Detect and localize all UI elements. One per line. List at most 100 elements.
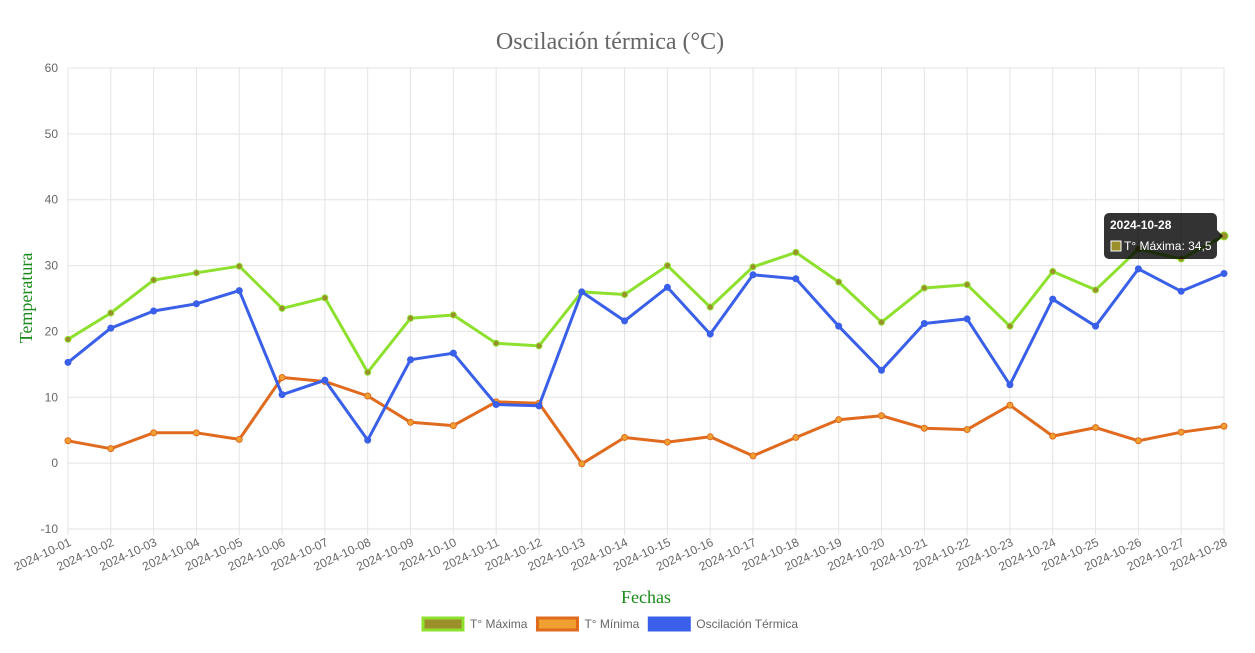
legend[interactable]: T° Máxima T° Mínima Oscilación Térmica	[421, 616, 798, 632]
data-point[interactable]	[1092, 424, 1100, 432]
data-point[interactable]	[107, 445, 115, 453]
data-point[interactable]	[150, 429, 158, 437]
data-point[interactable]	[706, 433, 714, 441]
data-point[interactable]	[1092, 286, 1100, 294]
data-point[interactable]	[578, 288, 586, 296]
data-point[interactable]	[150, 276, 158, 284]
legend-swatch	[421, 616, 465, 632]
data-point[interactable]	[449, 311, 457, 319]
series-line-3	[67, 267, 1225, 442]
data-point[interactable]	[877, 366, 885, 374]
data-point[interactable]	[1177, 428, 1185, 436]
legend-swatch	[647, 616, 691, 632]
data-point[interactable]	[1134, 437, 1142, 445]
data-point[interactable]	[578, 460, 586, 468]
data-point[interactable]	[150, 307, 158, 315]
data-point[interactable]	[835, 278, 843, 286]
data-point[interactable]	[407, 418, 415, 426]
data-point[interactable]	[1049, 432, 1057, 440]
data-point[interactable]	[321, 294, 329, 302]
y-tick-label: 40	[45, 193, 59, 207]
data-point[interactable]	[64, 437, 72, 445]
data-point[interactable]	[877, 318, 885, 326]
data-point[interactable]	[407, 356, 415, 364]
data-point[interactable]	[1177, 287, 1185, 295]
data-point[interactable]	[192, 269, 200, 277]
data-point[interactable]	[621, 433, 629, 441]
data-point[interactable]	[1006, 401, 1014, 409]
y-tick-label: 50	[45, 127, 59, 141]
data-point[interactable]	[364, 436, 372, 444]
data-point[interactable]	[407, 314, 415, 322]
legend-item[interactable]: T° Mínima	[535, 616, 640, 632]
data-point[interactable]	[749, 263, 757, 271]
data-point[interactable]	[792, 275, 800, 283]
series-group	[64, 231, 1229, 468]
data-point[interactable]	[449, 422, 457, 430]
data-point[interactable]	[364, 392, 372, 400]
data-point[interactable]	[192, 429, 200, 437]
chart-title: Oscilación térmica (°C)	[496, 29, 724, 55]
data-point[interactable]	[749, 452, 757, 460]
data-point[interactable]	[235, 287, 243, 295]
data-point[interactable]	[1049, 295, 1057, 303]
data-point[interactable]	[749, 271, 757, 279]
data-point[interactable]	[449, 349, 457, 357]
data-point[interactable]	[1220, 422, 1228, 430]
legend-item[interactable]: T° Máxima	[421, 616, 528, 632]
data-point[interactable]	[621, 317, 629, 325]
data-point[interactable]	[192, 300, 200, 308]
data-point[interactable]	[364, 368, 372, 376]
data-point[interactable]	[1006, 322, 1014, 330]
x-axis-ticks: 2024-10-012024-10-022024-10-032024-10-04…	[12, 535, 1230, 574]
data-point[interactable]	[1092, 322, 1100, 330]
data-point[interactable]	[706, 330, 714, 338]
data-point[interactable]	[278, 391, 286, 399]
data-point[interactable]	[235, 435, 243, 443]
y-tick-label: 60	[45, 61, 59, 75]
data-point[interactable]	[492, 339, 500, 347]
legend-item[interactable]: Oscilación Térmica	[647, 616, 798, 632]
data-point[interactable]	[64, 358, 72, 366]
data-point[interactable]	[535, 342, 543, 350]
tooltip-swatch	[1110, 240, 1122, 252]
data-point[interactable]	[1134, 265, 1142, 273]
data-point[interactable]	[963, 426, 971, 434]
tooltip: 2024-10-28 T° Máxima: 34,5	[1104, 213, 1223, 259]
data-point[interactable]	[963, 315, 971, 323]
data-point[interactable]	[920, 424, 928, 432]
data-point[interactable]	[706, 303, 714, 311]
x-axis-title: Fechas	[621, 587, 671, 607]
data-point[interactable]	[835, 322, 843, 330]
tooltip-label: T° Máxima: 34,5	[1124, 239, 1212, 253]
data-point[interactable]	[492, 401, 500, 409]
data-point[interactable]	[835, 416, 843, 424]
data-point[interactable]	[920, 284, 928, 292]
data-point[interactable]	[792, 433, 800, 441]
data-point[interactable]	[877, 412, 885, 420]
y-tick-label: 20	[45, 324, 59, 338]
tooltip-caret	[1217, 230, 1223, 242]
series-line-1	[67, 234, 1225, 374]
data-point[interactable]	[1006, 381, 1014, 389]
data-point[interactable]	[107, 309, 115, 317]
data-point[interactable]	[792, 248, 800, 256]
data-point[interactable]	[663, 438, 671, 446]
data-point[interactable]	[963, 281, 971, 289]
data-point[interactable]	[1049, 267, 1057, 275]
data-point[interactable]	[278, 374, 286, 382]
legend-label: Oscilación Térmica	[696, 617, 798, 631]
data-point[interactable]	[663, 262, 671, 270]
data-point[interactable]	[663, 283, 671, 291]
data-point[interactable]	[920, 320, 928, 328]
data-point[interactable]	[621, 291, 629, 299]
data-point[interactable]	[235, 262, 243, 270]
data-point[interactable]	[321, 376, 329, 384]
data-point[interactable]	[107, 324, 115, 332]
data-point[interactable]	[535, 402, 543, 410]
y-tick-label: 10	[45, 390, 59, 404]
data-point[interactable]	[64, 335, 72, 343]
data-point[interactable]	[278, 304, 286, 312]
data-point[interactable]	[1220, 269, 1228, 277]
